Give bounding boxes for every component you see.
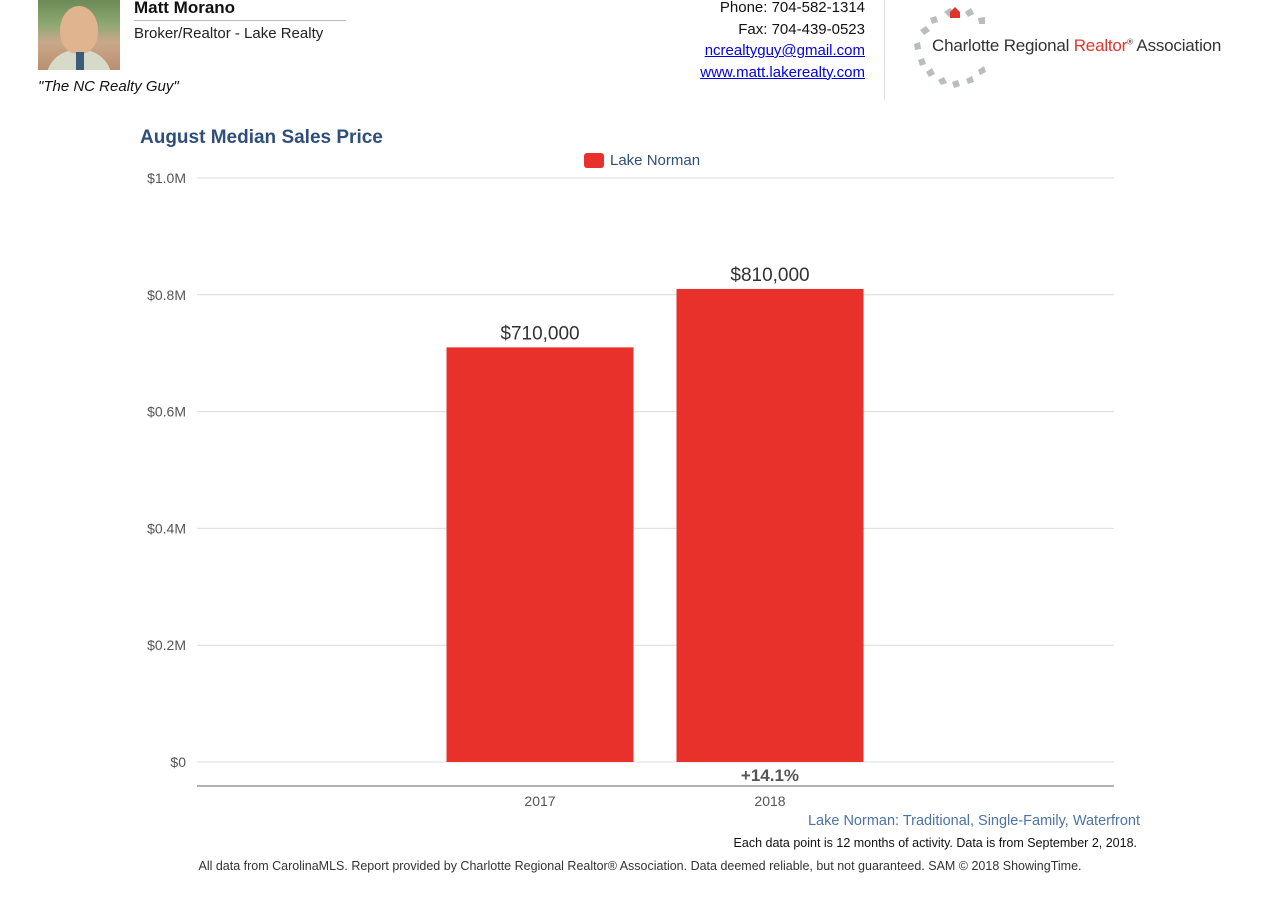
x-tick-label: 2018 [754, 793, 785, 809]
agent-name: Matt Morano [134, 0, 236, 17]
y-tick-label: $1.0M [147, 170, 186, 186]
bar [676, 288, 864, 762]
association-text-after: Association [1132, 36, 1222, 55]
chart-subtitle: Lake Norman: Traditional, Single-Family,… [807, 813, 1140, 829]
chart-legend: Lake Norman [584, 152, 700, 169]
website-link[interactable]: www.matt.lakerealty.com [700, 63, 865, 81]
report-footer: All data from CarolinaMLS. Report provid… [198, 859, 1082, 873]
association-logo-icon [914, 7, 986, 88]
bar [446, 347, 634, 762]
email-link[interactable]: ncrealtyguy@gmail.com [704, 42, 865, 59]
agent-photo [38, 0, 120, 70]
y-tick-label: $0.8M [147, 287, 186, 303]
agent-tagline: "The NC Realty Guy" [38, 78, 179, 95]
bar-value-label: $710,000 [500, 323, 579, 344]
header-divider [884, 0, 885, 100]
chart-title: August Median Sales Price [140, 127, 383, 148]
name-divider [134, 20, 346, 21]
y-tick-label: $0 [170, 754, 186, 770]
data-note: Each data point is 12 months of activity… [733, 836, 1137, 850]
y-tick-label: $0.6M [147, 404, 186, 420]
contact-block: Phone: 704-582-1314 Fax: 704-439-0523 nc… [700, 0, 865, 83]
agent-title: Broker/Realtor - Lake Realty [134, 25, 324, 42]
association-name: Charlotte Regional Realtor® Association [932, 36, 1221, 56]
percent-change-label: +14.1% [741, 766, 799, 785]
y-tick-label: $0.4M [147, 520, 186, 536]
association-text-mark: ® [1127, 37, 1133, 47]
association-text-before: Charlotte Regional [932, 36, 1074, 55]
bar-value-label: $810,000 [730, 265, 809, 286]
association-text-realtor: Realtor [1073, 36, 1128, 55]
x-tick-label: 2017 [524, 793, 555, 809]
legend-swatch [584, 153, 604, 168]
fax-number: Fax: 704-439-0523 [738, 20, 865, 38]
legend-label: Lake Norman [610, 152, 701, 169]
y-tick-label: $0.2M [147, 637, 186, 653]
phone-number: Phone: 704-582-1314 [719, 0, 865, 16]
